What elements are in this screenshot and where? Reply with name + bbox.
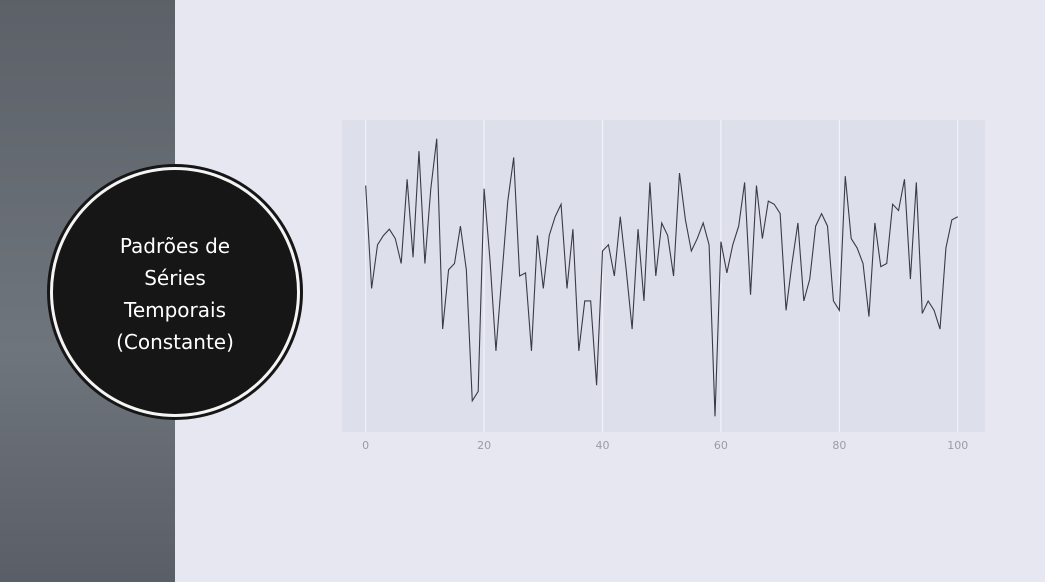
x-tick-label: 20 (477, 439, 491, 452)
x-tick-label: 80 (832, 439, 846, 452)
title-circle (50, 167, 300, 417)
line-series (365, 138, 959, 417)
x-tick-label: 0 (362, 439, 369, 452)
slide-title: Padrões de Séries Temporais (Constante) (116, 234, 234, 354)
x-tick-label: 60 (714, 439, 728, 452)
x-tick-label: 40 (596, 439, 610, 452)
plot-panel (342, 120, 985, 432)
x-tick-label: 100 (947, 439, 968, 452)
